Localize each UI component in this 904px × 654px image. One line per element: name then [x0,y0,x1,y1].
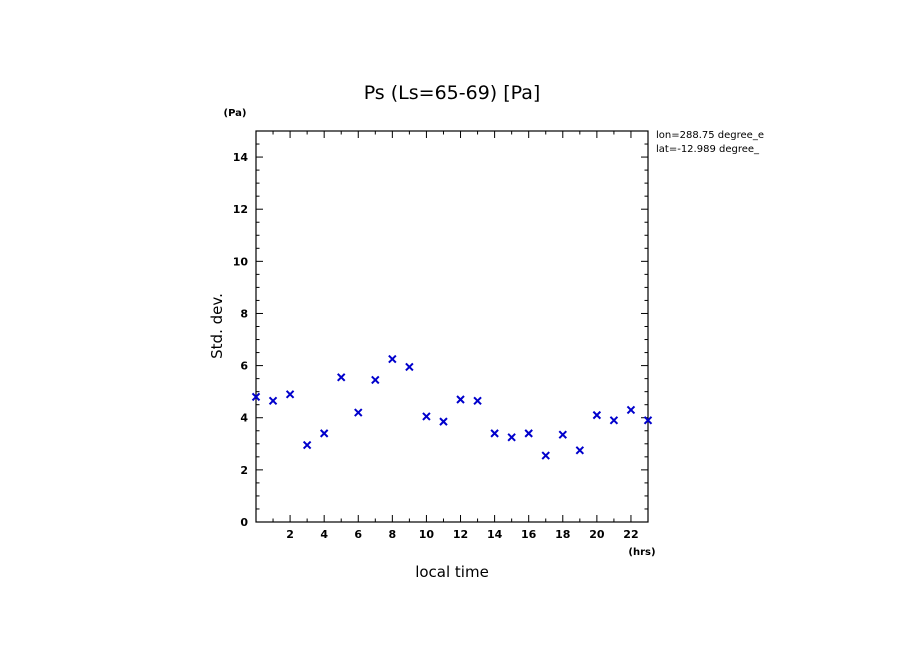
data-point-stroke [558,430,567,439]
x-tick-label: 6 [354,528,362,541]
data-point [456,395,465,404]
data-point-stroke [490,429,499,438]
axis-ticks: 0 2 4 6 8 10 12 14 2 4 6 8 10 12 14 16 18 20 22 [233,130,648,541]
data-point [319,429,329,438]
data-point-stroke [405,362,414,372]
data-point-stroke [592,410,602,420]
annotation-lat: lat=-12.989 degree_ [656,144,760,155]
chart-title: Ps (Ls=65-69) [Pa] [364,82,541,104]
data-point-stroke [371,375,380,385]
x-tick-label: 2 [286,528,294,541]
x-axis-label: local time [415,563,489,581]
y-tick-label: 12 [233,203,248,216]
data-point [388,354,397,364]
x-tick-label: 22 [623,528,638,541]
y-tick-label: 6 [240,360,248,373]
y-tick-label: 2 [240,464,248,477]
data-point [302,440,312,450]
data-point [405,362,414,372]
data-point-stroke [285,390,295,399]
x-tick-label: 16 [521,528,537,541]
data-point-stroke [456,395,465,404]
data-point-stroke [473,396,482,405]
data-point [507,433,516,442]
data-point [371,375,380,385]
data-point-stroke [268,396,278,405]
data-point-stroke [507,433,516,442]
data-point [490,429,499,438]
data-point [251,392,261,402]
y-tick-label: 4 [240,412,248,425]
x-tick-label: 20 [589,528,605,541]
data-point [626,405,636,415]
y-unit-label: (Pa) [224,108,247,119]
data-point [268,396,278,405]
y-tick-label: 14 [233,151,249,164]
x-unit-label: (hrs) [628,547,655,558]
data-point [609,416,619,425]
data-point [354,408,363,417]
plot-frame [255,130,649,523]
data-point-stroke [609,416,619,425]
x-tick-label: 4 [320,528,328,541]
x-tick-label: 8 [389,528,397,541]
data-point-stroke [541,451,550,460]
data-point [422,412,431,421]
data-point [473,396,482,405]
data-point [575,446,585,455]
y-tick-label: 8 [240,307,248,320]
data-point-stroke [319,429,329,438]
data-point-stroke [422,412,431,421]
data-points [251,354,653,460]
data-point-stroke [643,416,653,425]
data-point [592,410,602,420]
data-point-stroke [388,354,397,364]
x-tick-label: 18 [555,528,570,541]
y-tick-label: 0 [240,516,248,529]
data-point-stroke [439,417,448,426]
data-point-stroke [251,392,261,402]
annotation-lon: lon=288.75 degree_e [656,130,764,141]
data-point-stroke [626,405,636,415]
data-point [337,373,346,382]
data-point-stroke [337,373,346,382]
x-tick-label: 10 [419,528,435,541]
data-point [439,417,448,426]
data-point [558,430,567,439]
x-tick-label: 12 [453,528,468,541]
data-point-stroke [524,429,533,438]
x-tick-label: 14 [487,528,503,541]
data-point-stroke [575,446,585,455]
y-axis-label: Std. dev. [208,293,226,359]
y-tick-label: 10 [233,255,249,268]
data-point [524,429,533,438]
data-point-stroke [354,408,363,417]
data-point-stroke [302,440,312,450]
data-point [285,390,295,399]
data-point [541,451,550,460]
data-point [643,416,653,425]
